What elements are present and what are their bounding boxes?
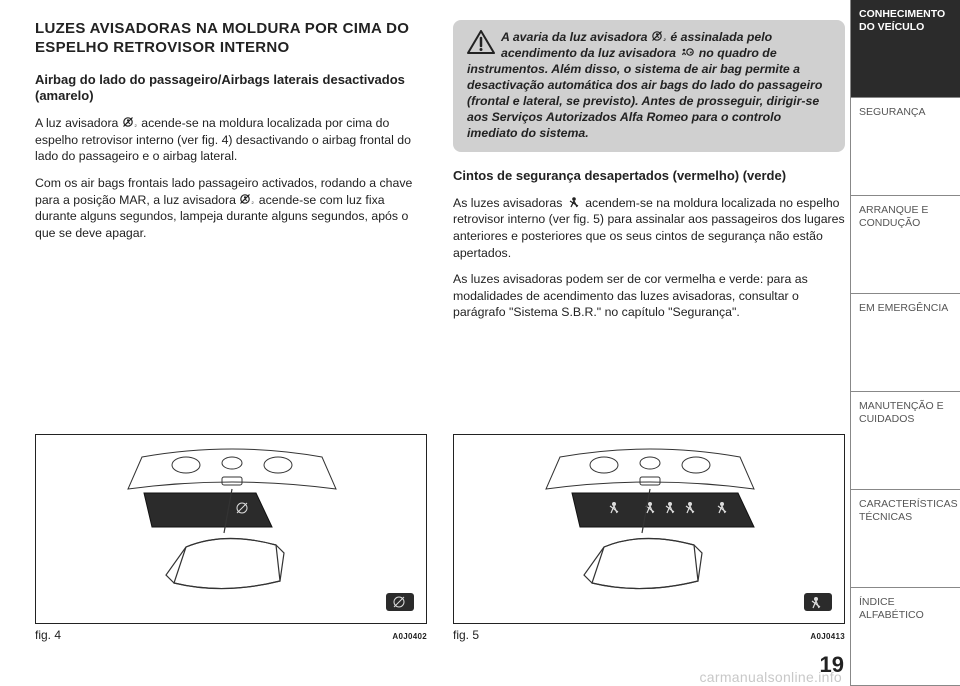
figure-frame [35, 434, 427, 624]
tab-manutencao[interactable]: MANUTENÇÃO E CUIDADOS [850, 392, 960, 490]
tab-caracteristicas[interactable]: CARACTERÍSTICAS TÉCNICAS [850, 490, 960, 588]
tab-label: ARRANQUE E CONDUÇÃO [859, 204, 952, 229]
watermark-text: carmanualsonline.info [700, 669, 843, 685]
tab-conhecimento[interactable]: CONHECIMENTO DO VEÍCULO [850, 0, 960, 98]
tab-label: CONHECIMENTO DO VEÍCULO [859, 8, 952, 33]
tab-label: SEGURANÇA [859, 106, 926, 119]
warning-triangle-icon [467, 30, 495, 54]
tab-seguranca[interactable]: SEGURANÇA [850, 98, 960, 196]
body-paragraph: Com os air bags frontais lado passageiro… [35, 175, 427, 241]
subsection-heading: Cintos de segurança desapertados (vermel… [453, 168, 845, 185]
tab-label: MANUTENÇÃO E CUIDADOS [859, 400, 952, 425]
section-heading: LUZES AVISADORAS NA MOLDURA POR CIMA DO … [35, 20, 427, 58]
tab-arranque[interactable]: ARRANQUE E CONDUÇÃO [850, 196, 960, 294]
svg-text:2: 2 [252, 200, 255, 205]
left-column: LUZES AVISADORAS NA MOLDURA POR CIMA DO … [35, 20, 427, 331]
right-column: A avaria da luz avisadora 2 é assinalada… [453, 20, 845, 331]
text-run: As luzes avisadoras [453, 196, 566, 210]
two-column-layout: LUZES AVISADORAS NA MOLDURA POR CIMA DO … [35, 20, 845, 331]
figure-label: fig. 4 [35, 628, 61, 642]
text-run: no quadro de instrumentos. Além disso, o… [467, 46, 822, 140]
body-paragraph: As luzes avisadoras acendem-se na moldur… [453, 195, 845, 261]
tab-emergencia[interactable]: EM EMERGÊNCIA [850, 294, 960, 392]
tab-label: EM EMERGÊNCIA [859, 302, 948, 315]
warning-callout: A avaria da luz avisadora 2 é assinalada… [453, 20, 845, 152]
svg-text:2: 2 [134, 123, 137, 128]
text-run: A luz avisadora [35, 116, 122, 130]
figure-4-illustration [36, 435, 428, 625]
page-content: LUZES AVISADORAS NA MOLDURA POR CIMA DO … [35, 20, 845, 670]
svg-text:2: 2 [662, 37, 666, 42]
tab-indice[interactable]: ÍNDICE ALFABÉTICO [850, 588, 960, 686]
seatbelt-icon [566, 196, 582, 208]
figure-5-illustration [454, 435, 846, 625]
figure-code: A0J0413 [810, 632, 845, 641]
figure-code: A0J0402 [392, 632, 427, 641]
text-run: A avaria da luz avisadora [501, 30, 651, 44]
figure-frame [453, 434, 845, 624]
figure-5: fig. 5 A0J0413 [453, 434, 845, 642]
figure-caption-row: fig. 5 A0J0413 [453, 628, 845, 642]
airbag-warning-icon: ★ [679, 46, 695, 58]
section-tabs: CONHECIMENTO DO VEÍCULO SEGURANÇA ARRANQ… [850, 0, 960, 686]
figure-label: fig. 5 [453, 628, 479, 642]
tab-label: CARACTERÍSTICAS TÉCNICAS [859, 498, 958, 523]
figure-caption-row: fig. 4 A0J0402 [35, 628, 427, 642]
airbag-off-icon: 2 [239, 193, 255, 205]
subsection-heading: Airbag do lado do passageiro/Airbags lat… [35, 72, 427, 106]
body-paragraph: As luzes avisadoras podem ser de cor ver… [453, 271, 845, 321]
figure-4: fig. 4 A0J0402 [35, 434, 427, 642]
airbag-off-icon: 2 [122, 116, 138, 128]
body-paragraph: A luz avisadora 2 acende-se na moldura l… [35, 115, 427, 165]
airbag-off-icon: 2 [651, 30, 667, 42]
tab-label: ÍNDICE ALFABÉTICO [859, 596, 952, 621]
figures-row: fig. 4 A0J0402 [35, 434, 845, 642]
